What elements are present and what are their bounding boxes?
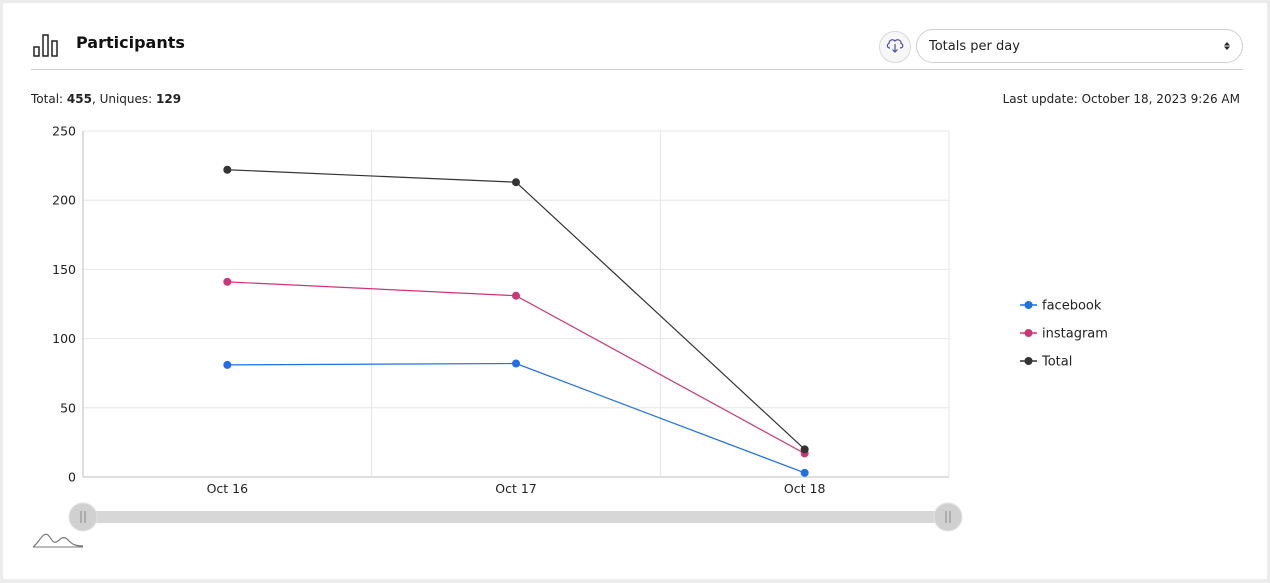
x-tick-label: Oct 18: [784, 481, 826, 496]
header-divider: [31, 69, 1243, 70]
page-title: Participants: [76, 33, 185, 52]
line-chart: 0 50 100 150 200 250 Oct 16 Oct 17 Oct 18 faceboo…: [32, 124, 1108, 548]
data-point-total[interactable]: [223, 165, 232, 174]
legend-marker[interactable]: [1024, 329, 1033, 337]
chart-card: Participants Totals per day Total: 455, …: [3, 3, 1267, 579]
data-point-facebook[interactable]: [800, 468, 809, 477]
cloud-download-icon: [885, 36, 905, 58]
x-tick-label: Oct 17: [495, 481, 537, 496]
uniques-label: , Uniques:: [91, 92, 157, 106]
x-tick-label: Oct 16: [207, 481, 249, 496]
range-slider-left-handle[interactable]: [68, 502, 98, 532]
area-sparkline-icon[interactable]: [32, 533, 84, 548]
bar-chart-icon: [31, 32, 63, 58]
range-slider-right-handle[interactable]: [933, 502, 963, 532]
y-tick-label: 200: [52, 193, 76, 208]
y-tick-label: 100: [52, 331, 76, 346]
series-line-instagram: [227, 281, 805, 454]
total-value: 455: [66, 92, 92, 106]
aggregation-select[interactable]: Totals per day: [916, 29, 1243, 63]
data-point-facebook[interactable]: [223, 360, 232, 369]
y-tick-label: 250: [52, 124, 76, 139]
total-label: Total:: [31, 92, 67, 106]
download-button[interactable]: [879, 31, 911, 63]
legend-label-total[interactable]: Total: [1041, 355, 1072, 370]
legend-label-facebook[interactable]: facebook: [1042, 299, 1102, 314]
range-slider-track[interactable]: [83, 511, 949, 523]
totals-summary: Total: 455, Uniques: 129: [31, 92, 181, 106]
legend-label-instagram[interactable]: instagram: [1042, 327, 1108, 342]
data-point-instagram[interactable]: [512, 291, 520, 300]
y-tick-label: 0: [68, 470, 76, 485]
y-tick-label: 150: [52, 262, 76, 277]
data-point-total[interactable]: [512, 178, 520, 187]
data-point-facebook[interactable]: [512, 359, 520, 368]
legend-marker[interactable]: [1024, 357, 1033, 365]
uniques-value: 129: [156, 92, 182, 106]
y-tick-label: 50: [60, 400, 76, 415]
series-line-facebook: [227, 362, 805, 474]
sort-caret-icon: [1223, 40, 1231, 56]
last-update: Last update: October 18, 2023 9:26 AM: [1002, 92, 1240, 106]
data-point-instagram[interactable]: [223, 277, 232, 286]
select-value: Totals per day: [929, 38, 1020, 54]
legend-marker[interactable]: [1024, 301, 1033, 309]
data-point-total[interactable]: [800, 445, 809, 454]
